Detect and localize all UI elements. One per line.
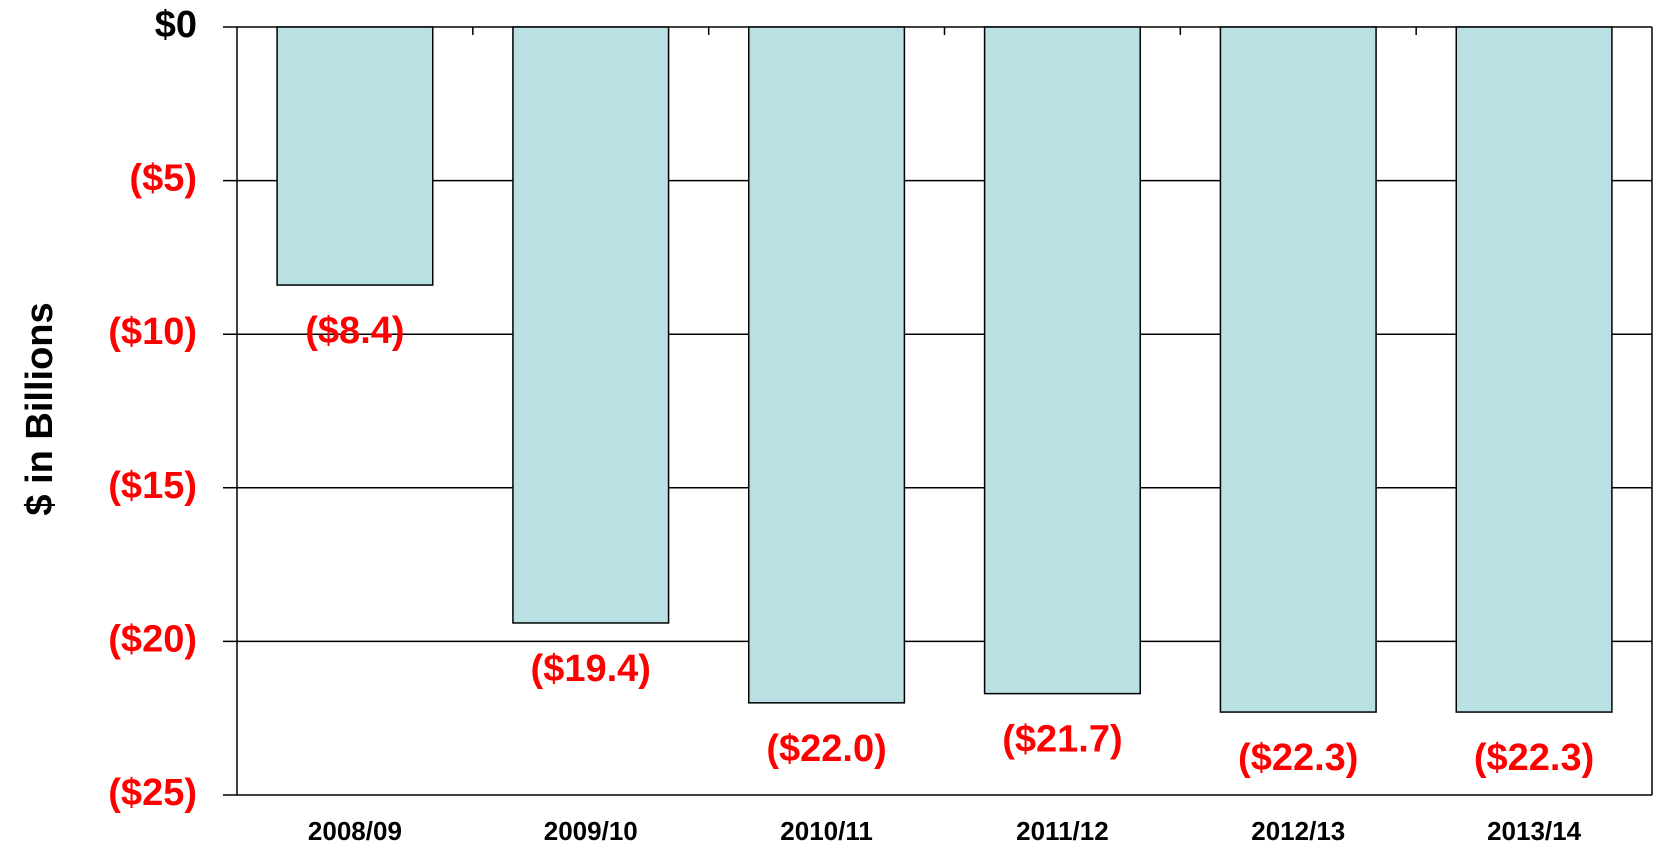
value-label: ($22.3) — [1474, 737, 1594, 779]
value-label: ($22.3) — [1238, 737, 1358, 779]
y-tick-label: ($15) — [108, 465, 197, 507]
bar — [512, 26, 670, 624]
x-tick-label: 2008/09 — [308, 816, 402, 846]
bar — [1219, 26, 1377, 713]
x-tick-label: 2013/14 — [1487, 816, 1582, 846]
y-tick-label: ($20) — [108, 618, 197, 660]
value-label: ($21.7) — [1002, 719, 1122, 761]
bar — [276, 26, 434, 286]
y-tick-label: ($5) — [129, 158, 197, 200]
y-tick-label: $0 — [155, 4, 197, 46]
y-axis-label: $ in Billions — [19, 302, 61, 515]
y-tick-label: ($25) — [108, 772, 197, 814]
bar — [748, 26, 906, 704]
y-tick-label: ($10) — [108, 311, 197, 353]
value-label: ($22.0) — [766, 728, 886, 770]
x-tick-label: 2012/13 — [1251, 816, 1345, 846]
bar — [1455, 26, 1613, 713]
bar — [983, 26, 1141, 695]
x-tick-label: 2011/12 — [1016, 816, 1109, 846]
value-label: ($19.4) — [531, 648, 651, 690]
value-label: ($8.4) — [305, 310, 404, 352]
x-tick-label: 2010/11 — [780, 816, 873, 846]
x-tick-label: 2009/10 — [544, 816, 638, 846]
